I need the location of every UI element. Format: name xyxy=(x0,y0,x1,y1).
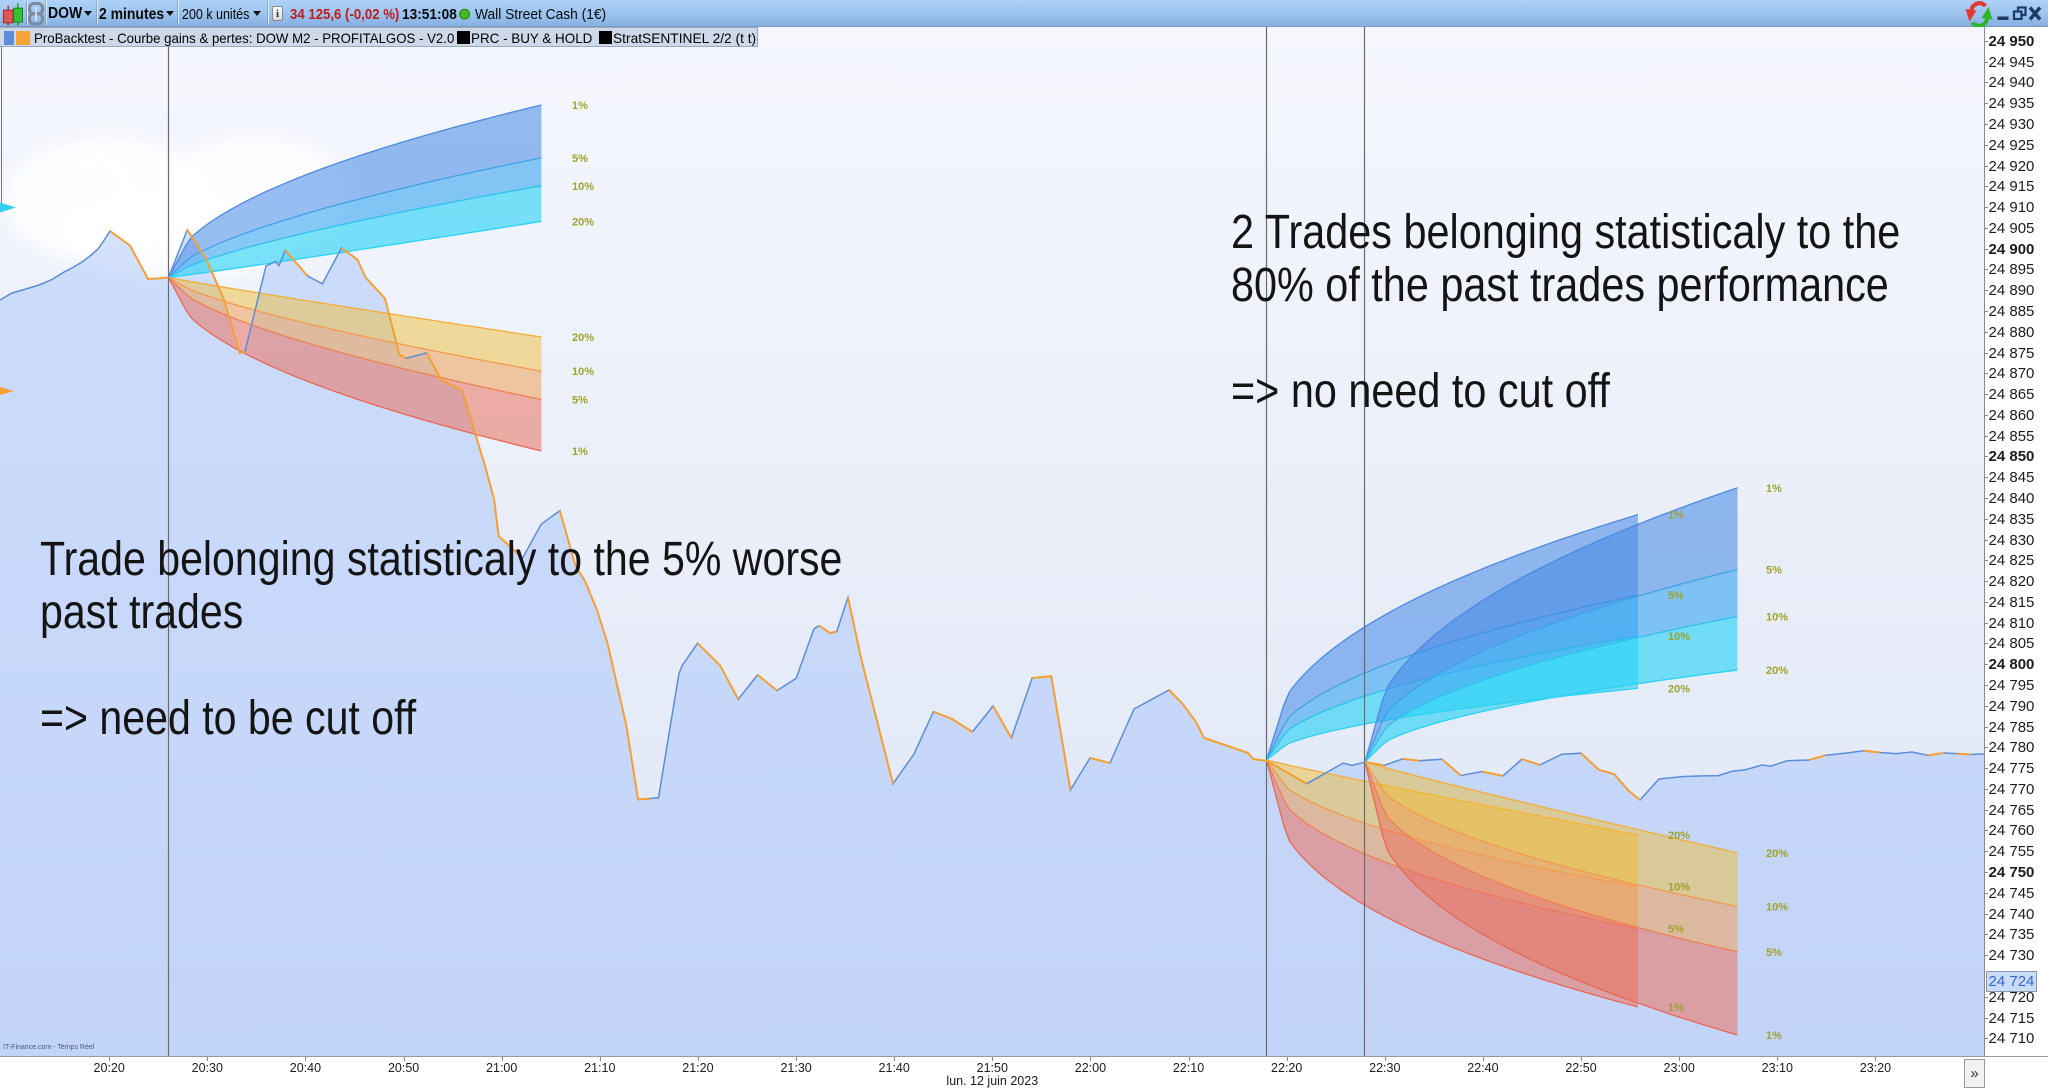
svg-text:20%: 20% xyxy=(1668,683,1690,695)
svg-text:10%: 10% xyxy=(572,366,594,378)
svg-text:1%: 1% xyxy=(1668,510,1684,522)
svg-text:10%: 10% xyxy=(1766,612,1788,624)
svg-text:20%: 20% xyxy=(1668,830,1690,842)
svg-text:10%: 10% xyxy=(1668,881,1690,893)
svg-text:5%: 5% xyxy=(572,395,588,407)
svg-text:5%: 5% xyxy=(1766,947,1782,959)
svg-text:20%: 20% xyxy=(1766,665,1788,677)
svg-text:1%: 1% xyxy=(1766,483,1782,495)
svg-text:1%: 1% xyxy=(572,446,588,458)
svg-text:1%: 1% xyxy=(1766,1030,1782,1042)
svg-text:1%: 1% xyxy=(572,100,588,112)
svg-text:5%: 5% xyxy=(1668,590,1684,602)
svg-text:5%: 5% xyxy=(572,153,588,165)
svg-text:10%: 10% xyxy=(1766,901,1788,913)
svg-text:20%: 20% xyxy=(1766,848,1788,860)
svg-text:5%: 5% xyxy=(1668,924,1684,936)
svg-text:1%: 1% xyxy=(1668,1002,1684,1014)
svg-text:5%: 5% xyxy=(1766,565,1782,577)
svg-text:20%: 20% xyxy=(572,216,594,228)
svg-text:10%: 10% xyxy=(572,181,594,193)
svg-text:20%: 20% xyxy=(572,332,594,344)
svg-text:10%: 10% xyxy=(1668,631,1690,643)
